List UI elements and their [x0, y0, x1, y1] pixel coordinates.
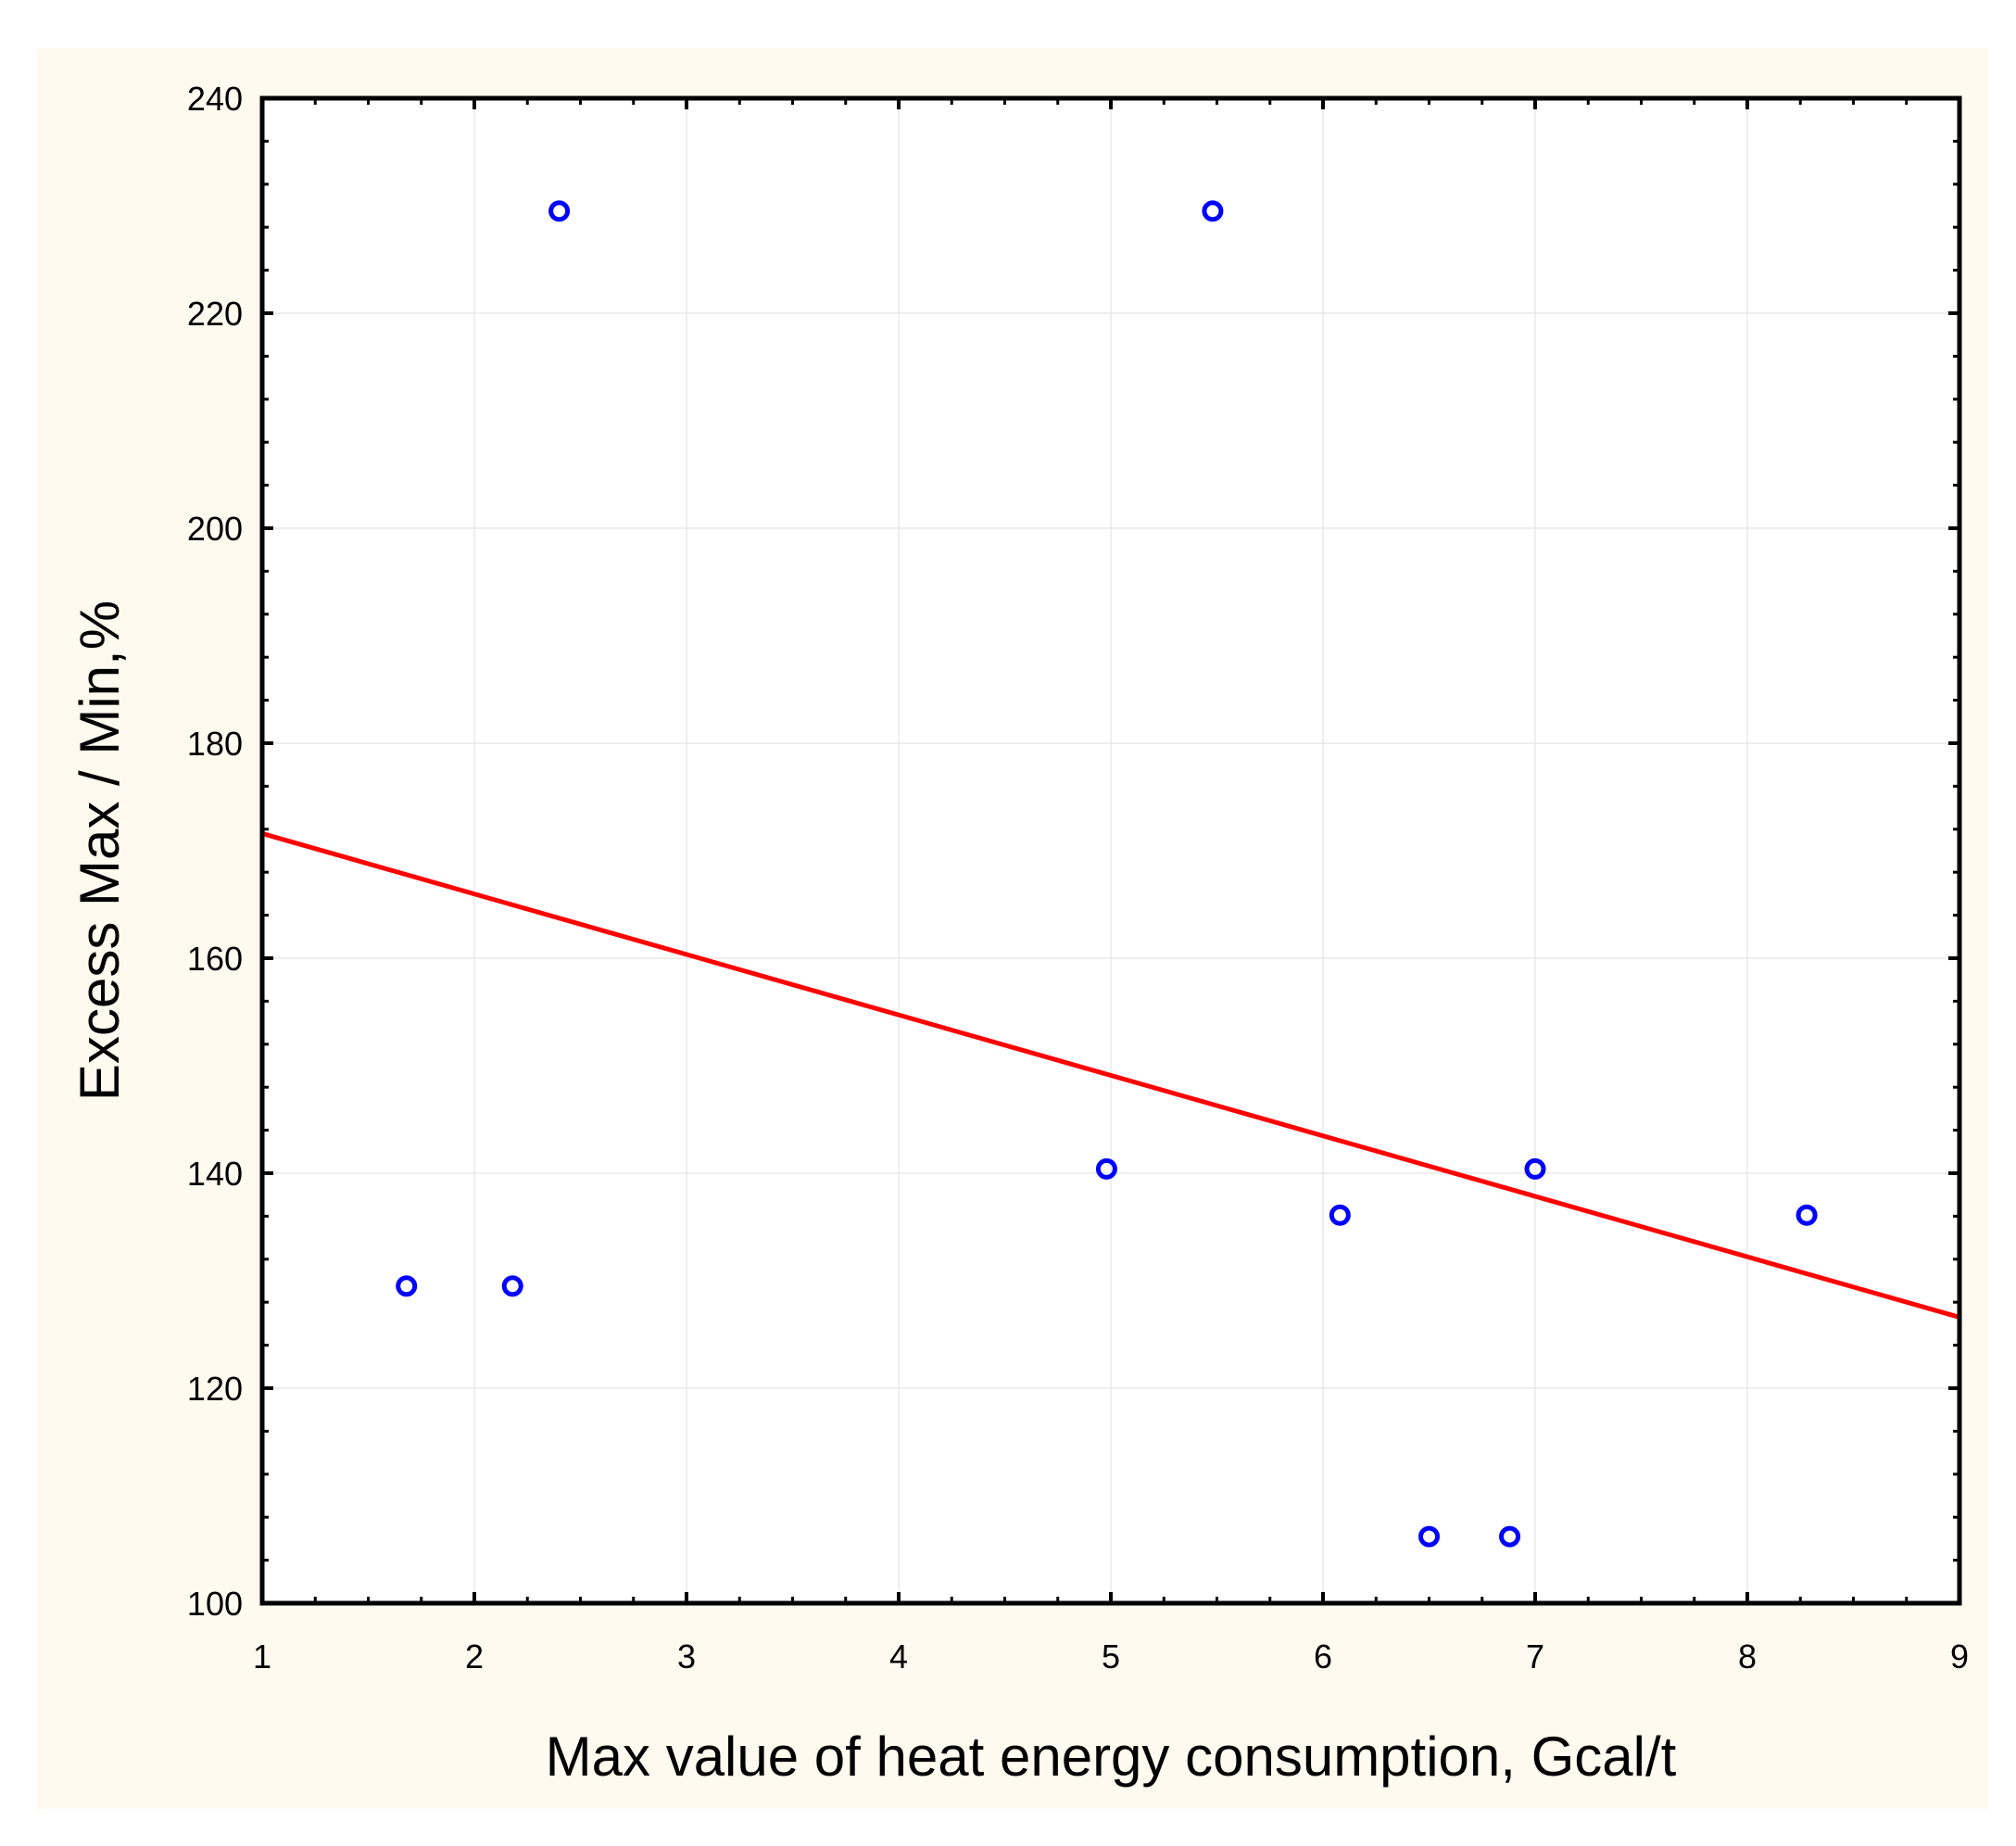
y-tick-label: 160 — [187, 940, 243, 978]
data-point — [1202, 200, 1224, 222]
x-tick-labels: 1 2 3 4 5 6 7 8 9 — [253, 1637, 1969, 1675]
y-tick-label: 180 — [187, 725, 243, 763]
x-tick-label: 5 — [1102, 1637, 1120, 1675]
x-tick-label: 2 — [465, 1637, 484, 1675]
data-point — [1095, 1157, 1117, 1180]
grid-lines — [262, 98, 1959, 1603]
y-tick-label: 120 — [187, 1370, 243, 1408]
y-tick-label: 220 — [187, 295, 243, 333]
x-tick-label: 7 — [1526, 1637, 1544, 1675]
x-tick-label: 4 — [889, 1637, 908, 1675]
x-tick-label: 6 — [1314, 1637, 1332, 1675]
data-points — [396, 200, 1818, 1548]
x-tick-label: 9 — [1950, 1637, 1969, 1675]
y-tick-label: 140 — [187, 1155, 243, 1193]
x-tick-label: 3 — [677, 1637, 696, 1675]
data-point — [396, 1275, 418, 1297]
x-axis-title: Max value of heat energy consumption, Gc… — [546, 1726, 1677, 1788]
x-tick-label: 8 — [1738, 1637, 1757, 1675]
fit-line-layer — [261, 831, 1960, 1320]
x-tick-label: 1 — [253, 1637, 271, 1675]
y-tick-label: 240 — [187, 80, 243, 118]
data-point — [1499, 1525, 1521, 1548]
data-point — [1329, 1204, 1351, 1226]
y-axis-title: Excess Max / Min,% — [69, 601, 131, 1101]
y-tick-label: 200 — [187, 510, 243, 548]
data-point — [1796, 1204, 1818, 1226]
y-tick-labels: 100 120 140 160 180 200 220 240 — [187, 80, 243, 1623]
fit-line — [261, 831, 1960, 1320]
data-point — [1524, 1157, 1546, 1180]
data-point — [548, 200, 571, 222]
y-tick-label: 100 — [187, 1585, 243, 1623]
data-point — [501, 1275, 523, 1297]
plot-frame — [259, 95, 1962, 1606]
data-point — [1418, 1525, 1440, 1548]
